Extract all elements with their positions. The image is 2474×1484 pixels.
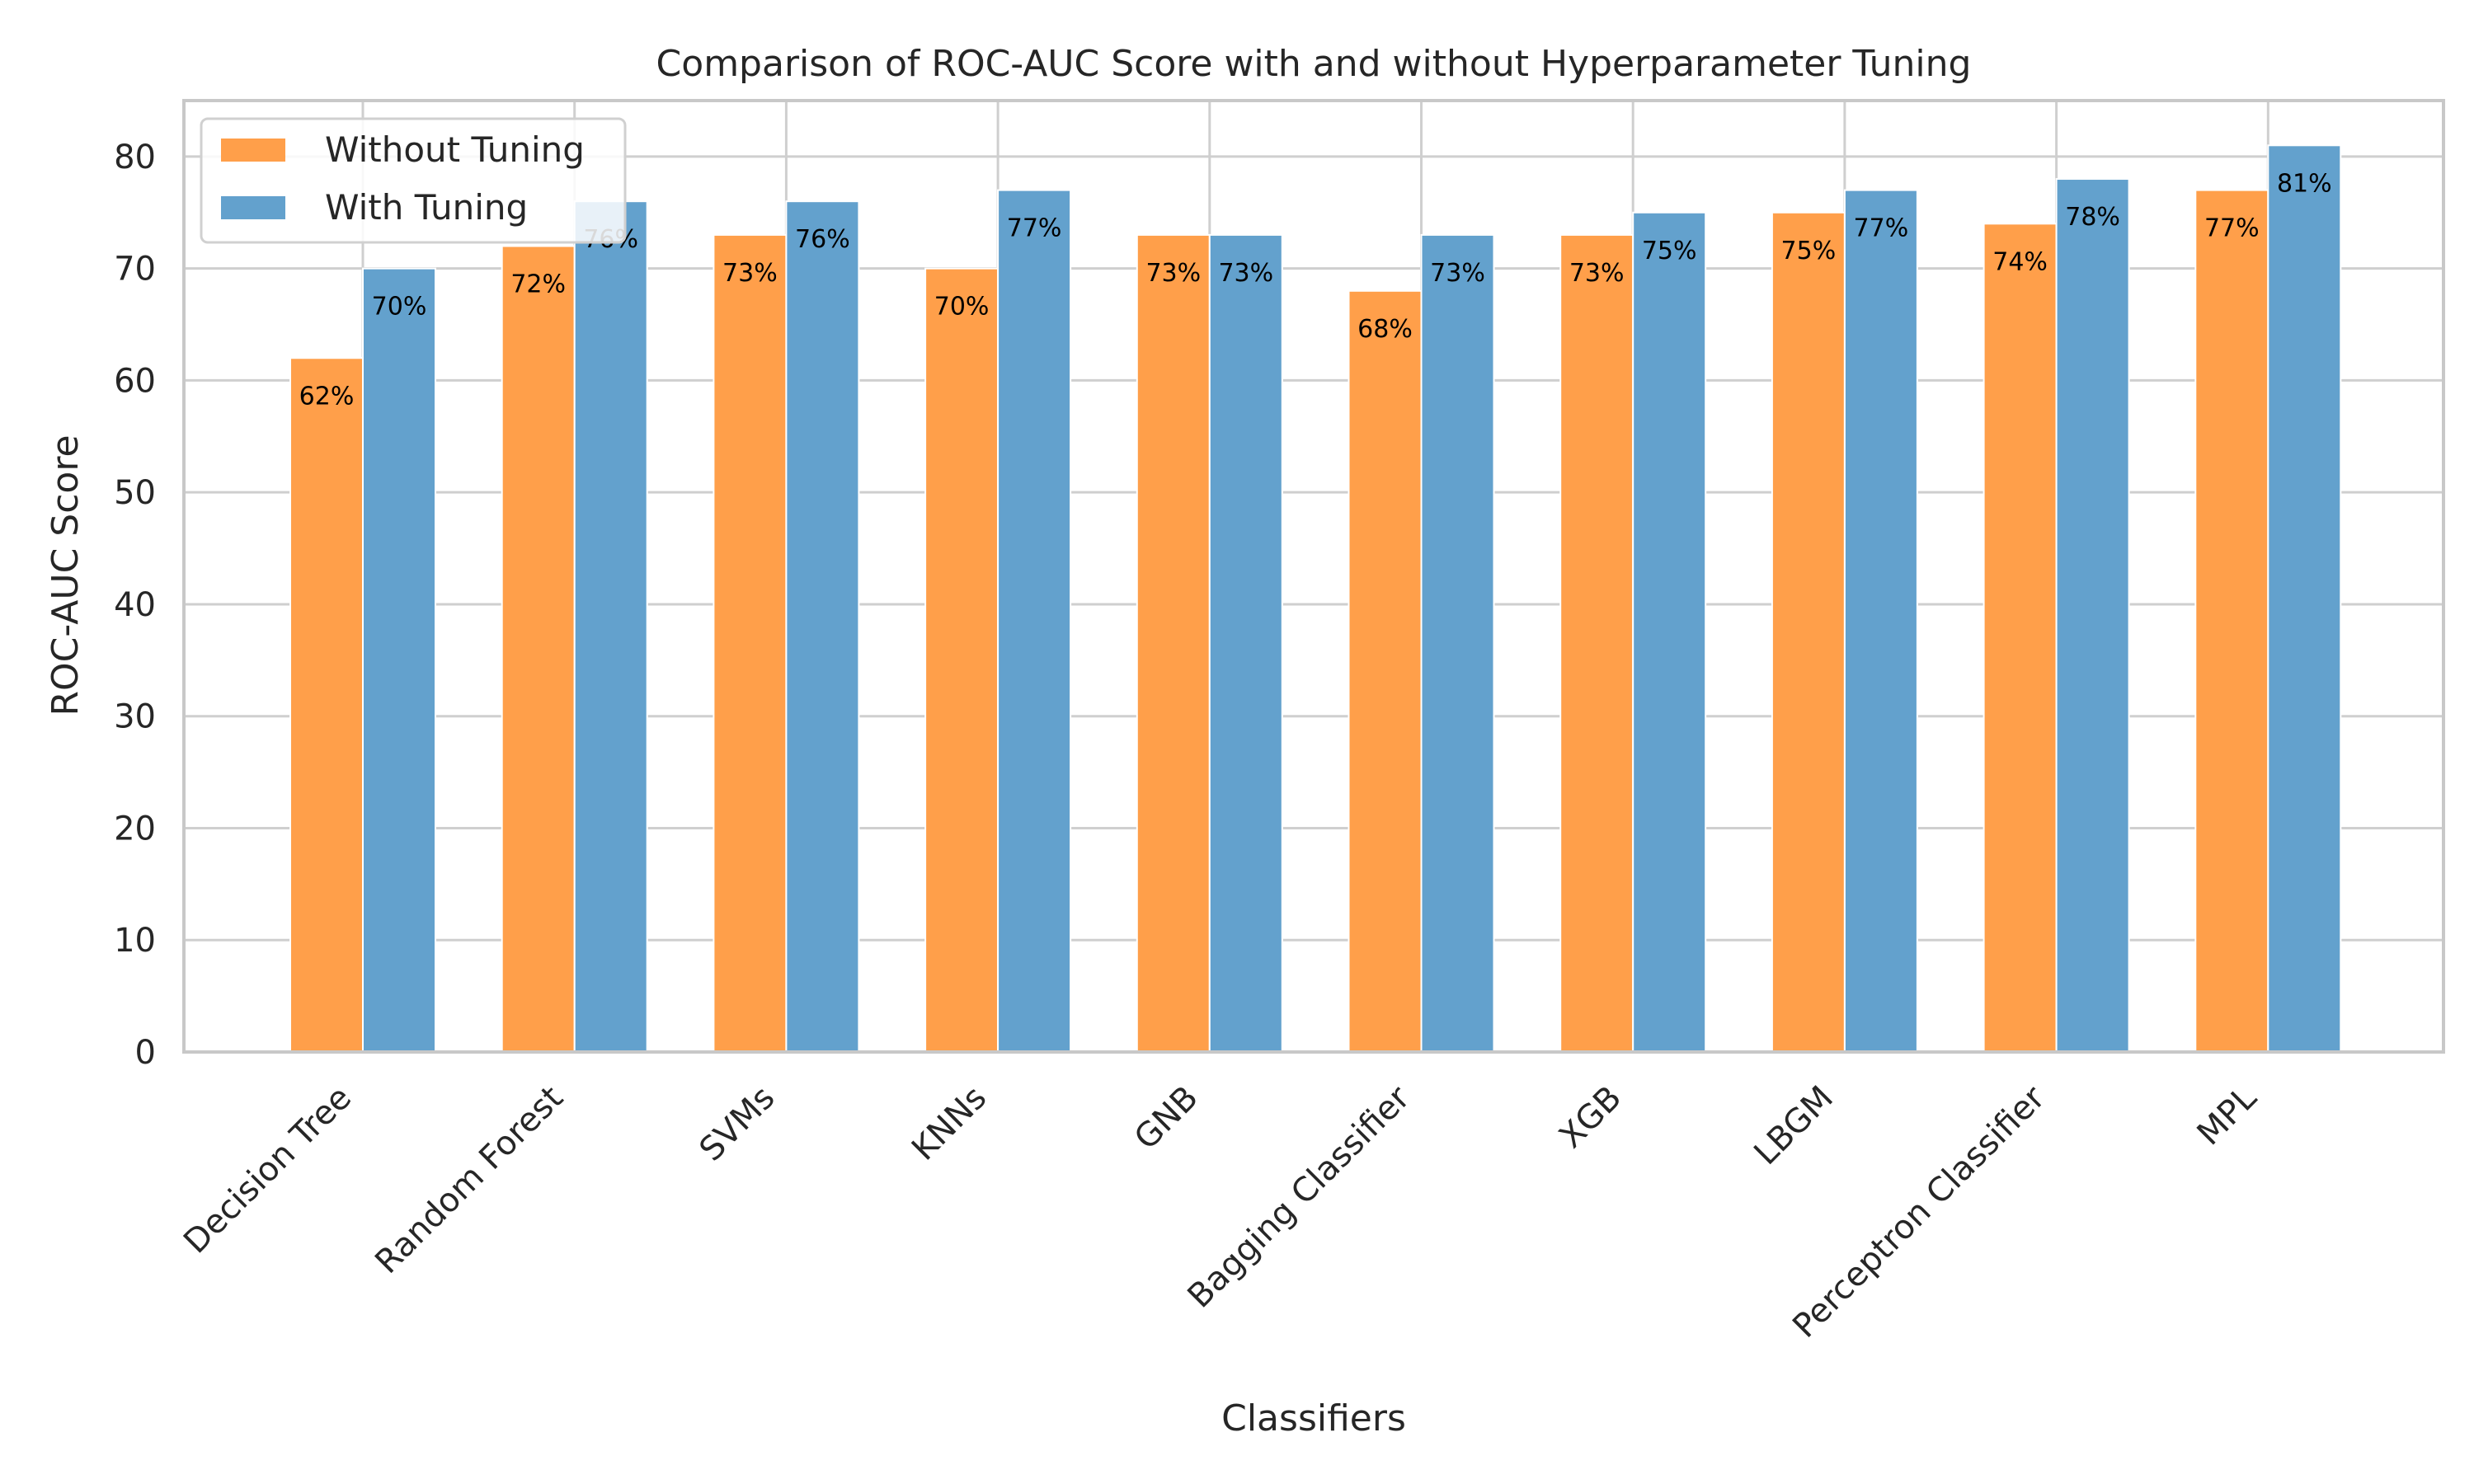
- y-axis-title: ROC-AUC Score: [45, 434, 87, 716]
- legend-label-without-tuning: Without Tuning: [325, 129, 585, 170]
- bars-layer: [289, 144, 2342, 1054]
- x-tick-labels: Decision Tree Random Forest SVMs KNNs GNBBag…: [176, 1078, 2265, 1345]
- x-tick-label: GNB: [1127, 1079, 1206, 1158]
- y-tick-label: 20: [114, 810, 156, 848]
- data-label: 77%: [2204, 214, 2260, 243]
- legend-label-with-tuning: With Tuning: [325, 187, 528, 228]
- bar-without-tuning: [289, 357, 364, 1053]
- data-label: 73%: [1218, 259, 1273, 288]
- bar-without-tuning: [924, 267, 999, 1054]
- x-tick-label: Decision Tree: [176, 1079, 359, 1261]
- x-tick-label: Random Forest: [368, 1079, 570, 1281]
- bar-with-tuning: [1843, 189, 1918, 1053]
- legend-swatch-without-tuning: [221, 139, 285, 162]
- bar-without-tuning: [1982, 223, 2058, 1053]
- y-tick-label: 30: [114, 698, 156, 736]
- y-tick-label: 0: [135, 1034, 156, 1072]
- data-label: 70%: [934, 293, 990, 322]
- bar-without-tuning: [1771, 211, 1846, 1053]
- bar-without-tuning: [713, 233, 788, 1053]
- data-label: 77%: [1854, 214, 1909, 243]
- bar-with-tuning: [997, 189, 1072, 1053]
- data-label: 68%: [1357, 315, 1413, 344]
- bar-without-tuning: [1348, 289, 1423, 1053]
- y-tick-label: 10: [114, 922, 156, 960]
- bar-with-tuning: [1208, 233, 1283, 1053]
- bar-with-tuning: [785, 200, 860, 1053]
- data-label: 72%: [510, 270, 566, 298]
- y-tick-label: 60: [114, 362, 156, 400]
- x-tick-label: LBGM: [1747, 1079, 1841, 1173]
- chart-title: Comparison of ROC-AUC Score with and wit…: [656, 43, 1972, 85]
- data-label: 81%: [2277, 169, 2332, 198]
- bar-with-tuning: [2055, 178, 2130, 1054]
- bar-with-tuning: [573, 200, 648, 1053]
- data-label: 73%: [1569, 259, 1625, 288]
- legend-swatch-with-tuning: [221, 196, 285, 219]
- plot-frame: [182, 99, 2445, 1054]
- x-tick-label: MPL: [2190, 1078, 2265, 1153]
- data-label: 73%: [1145, 259, 1201, 288]
- bar-without-tuning: [501, 245, 576, 1053]
- data-label: 73%: [722, 259, 778, 288]
- data-label: 77%: [1007, 214, 1062, 243]
- data-label: 70%: [372, 293, 427, 322]
- data-label: 78%: [2065, 203, 2120, 232]
- x-tick-label: XGB: [1552, 1079, 1629, 1156]
- x-axis-title: Classifiers: [1221, 1397, 1406, 1439]
- x-tick-label: KNNs: [905, 1079, 994, 1168]
- data-label: 76%: [795, 225, 850, 254]
- bar-without-tuning: [1559, 233, 1634, 1053]
- legend: Without Tuning With Tuning: [200, 117, 627, 244]
- bar-with-tuning: [362, 267, 436, 1054]
- legend-box: [200, 117, 627, 244]
- y-tick-label: 70: [114, 251, 156, 289]
- y-tick-labels: 0 10 20 30 40 50 60 70 80: [114, 139, 156, 1072]
- x-tick-label: Bagging Classifier: [1181, 1078, 1418, 1315]
- bar-with-tuning: [1420, 233, 1495, 1053]
- x-tick-label: SVMs: [692, 1079, 782, 1169]
- bar-without-tuning: [2194, 189, 2269, 1053]
- bar-with-tuning: [2267, 144, 2342, 1053]
- bar-without-tuning: [1136, 233, 1211, 1053]
- data-labels-layer: 62%72%73%70%73%68%73%75%74%77%70%76%76%7…: [299, 169, 2332, 411]
- data-label: 62%: [299, 382, 355, 411]
- data-label: 73%: [1430, 259, 1485, 288]
- data-label: 75%: [1781, 237, 1837, 265]
- y-tick-label: 50: [114, 474, 156, 512]
- data-label: 74%: [1992, 247, 2048, 276]
- data-label: 75%: [1642, 237, 1697, 265]
- bar-with-tuning: [1632, 211, 1707, 1053]
- y-tick-label: 40: [114, 586, 156, 624]
- y-tick-label: 80: [114, 139, 156, 176]
